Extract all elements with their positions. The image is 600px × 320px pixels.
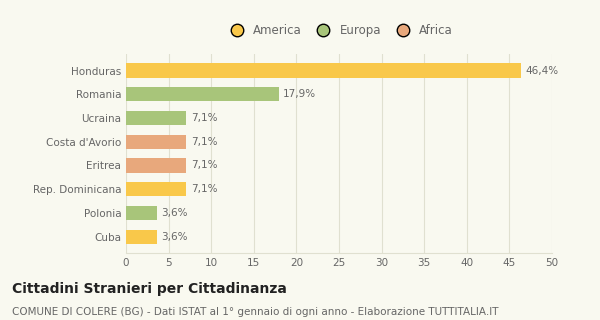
Legend: America, Europa, Africa: America, Europa, Africa <box>221 20 457 41</box>
Bar <box>126 206 157 220</box>
Bar <box>126 158 187 172</box>
Bar <box>126 63 521 78</box>
Text: 7,1%: 7,1% <box>191 184 217 194</box>
Text: 7,1%: 7,1% <box>191 160 217 171</box>
Bar <box>126 87 278 101</box>
Bar <box>126 135 187 149</box>
Text: 7,1%: 7,1% <box>191 137 217 147</box>
Text: COMUNE DI COLERE (BG) - Dati ISTAT al 1° gennaio di ogni anno - Elaborazione TUT: COMUNE DI COLERE (BG) - Dati ISTAT al 1°… <box>12 307 499 317</box>
Bar <box>126 111 187 125</box>
Text: Cittadini Stranieri per Cittadinanza: Cittadini Stranieri per Cittadinanza <box>12 282 287 296</box>
Text: 17,9%: 17,9% <box>283 89 316 99</box>
Text: 3,6%: 3,6% <box>161 232 187 242</box>
Text: 3,6%: 3,6% <box>161 208 187 218</box>
Bar <box>126 229 157 244</box>
Text: 46,4%: 46,4% <box>526 66 559 76</box>
Text: 7,1%: 7,1% <box>191 113 217 123</box>
Bar <box>126 182 187 196</box>
